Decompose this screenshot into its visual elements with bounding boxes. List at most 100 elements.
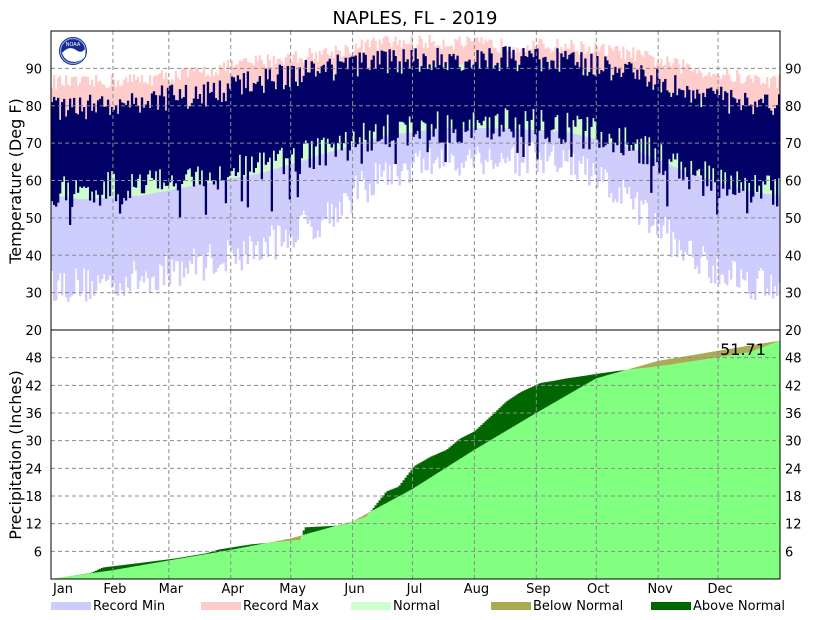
observed-temp-bar [482,53,485,121]
record-min-bar [420,130,423,173]
precip-above-normal-bar [520,391,523,422]
observed-temp-bar [196,98,200,167]
record-min-bar [132,195,136,261]
precip-above-normal-bar [304,527,307,535]
observed-temp-bar [600,69,603,132]
precip-below-normal-bar [628,369,631,370]
record-min-bar [214,181,218,272]
observed-temp-bar [400,73,403,122]
observed-temp-bar [190,103,194,177]
precip-above-normal-bar [90,572,94,574]
precip-below-normal-bar [752,345,755,351]
observed-temp-bar [174,100,178,184]
record-min-bar [202,183,206,281]
observed-temp-bar [254,84,258,168]
record-min-bar [53,195,56,301]
record-min-bar [612,143,615,203]
precip-above-normal-bar [600,373,603,378]
precip-below-normal-bar [668,359,671,365]
observed-temp-bar [116,113,120,195]
precipitation-tick-label: 36 [785,407,802,422]
record-min-bar [300,160,303,216]
observed-temp-bar [648,81,651,138]
record-min-bar [468,128,471,150]
precip-above-normal-bar [232,547,236,550]
precip-below-normal-bar [666,359,669,366]
record-min-bar [216,181,220,268]
record-min-bar [586,136,589,159]
precip-above-normal-bar [564,378,567,397]
precip-below-normal-bar [284,539,287,542]
observed-temp-bar [708,88,711,166]
record-min-bar [358,143,361,181]
observed-temp-bar [618,67,621,129]
precip-above-normal-bar [98,568,102,573]
observed-temp-bar [106,99,110,173]
record-min-bar [340,148,343,216]
observed-temp-bar [762,103,765,182]
record-min-bar [66,197,70,302]
legend-item: Above Normal [651,599,785,614]
observed-temp-bar [770,110,773,191]
precip-above-normal-bar [386,491,389,503]
precip-above-normal-bar [122,564,126,569]
observed-temp-bar [776,105,779,207]
record-min-bar [502,128,505,159]
precip-above-normal-bar [316,526,319,531]
precipitation-tick-label: 24 [785,462,802,477]
record-min-bar [350,145,353,214]
precip-above-normal-bar [436,453,439,474]
precipitation-tick-label: 24 [25,462,42,477]
precip-below-normal-bar [364,514,367,518]
precip-above-normal-bar [620,370,623,372]
observed-temp-bar [668,92,671,160]
precip-above-normal-bar [322,526,325,530]
record-min-bar [756,192,759,279]
record-min-bar [218,180,222,266]
observed-temp-bar [590,53,593,127]
record-min-bar [626,146,629,194]
observed-temp-bar [712,90,715,169]
observed-temp-bar [68,98,72,225]
legend-item: Record Max [201,599,319,614]
record-min-bar [244,175,248,255]
observed-temp-bar [240,94,244,202]
record-min-bar [608,142,611,198]
observed-temp-bar [114,105,118,202]
record-min-bar [600,140,603,167]
observed-temp-bar [432,60,435,137]
observed-temp-bar [74,113,78,181]
precip-above-normal-bar [510,398,513,428]
record-min-bar [144,194,148,272]
record-min-bar [644,154,647,200]
observed-temp-bar [402,49,405,123]
record-min-bar [500,128,503,153]
record-min-bar [86,198,90,271]
precip-above-normal-bar [402,480,405,494]
record-min-bar [738,188,741,288]
record-min-bar [246,175,250,264]
observed-temp-bar [490,53,493,140]
temperature-tick-label: 40 [25,249,42,264]
record-min-bar [82,199,86,269]
observed-temp-bar [558,71,561,139]
observed-temp-bar [176,100,180,191]
precip-above-normal-bar [420,461,423,484]
record-min-bar [126,196,130,288]
observed-temp-bar [686,85,689,177]
precip-above-normal-bar [200,554,204,555]
precip-below-normal-bar [766,342,769,346]
precipitation-tick-label: 18 [25,490,42,505]
observed-temp-bar [652,89,655,167]
precip-below-normal-bar [298,535,301,540]
observed-temp-bar [512,49,515,138]
record-min-bar [344,147,347,193]
precip-above-normal-bar [602,372,605,377]
record-min-bar [762,193,765,271]
observed-temp-bar [778,94,781,179]
precip-above-normal-bar [472,431,475,451]
month-label: Apr [222,582,245,597]
observed-temp-bar [654,84,657,149]
observed-temp-bar [438,64,441,143]
record-min-bar [322,154,325,219]
